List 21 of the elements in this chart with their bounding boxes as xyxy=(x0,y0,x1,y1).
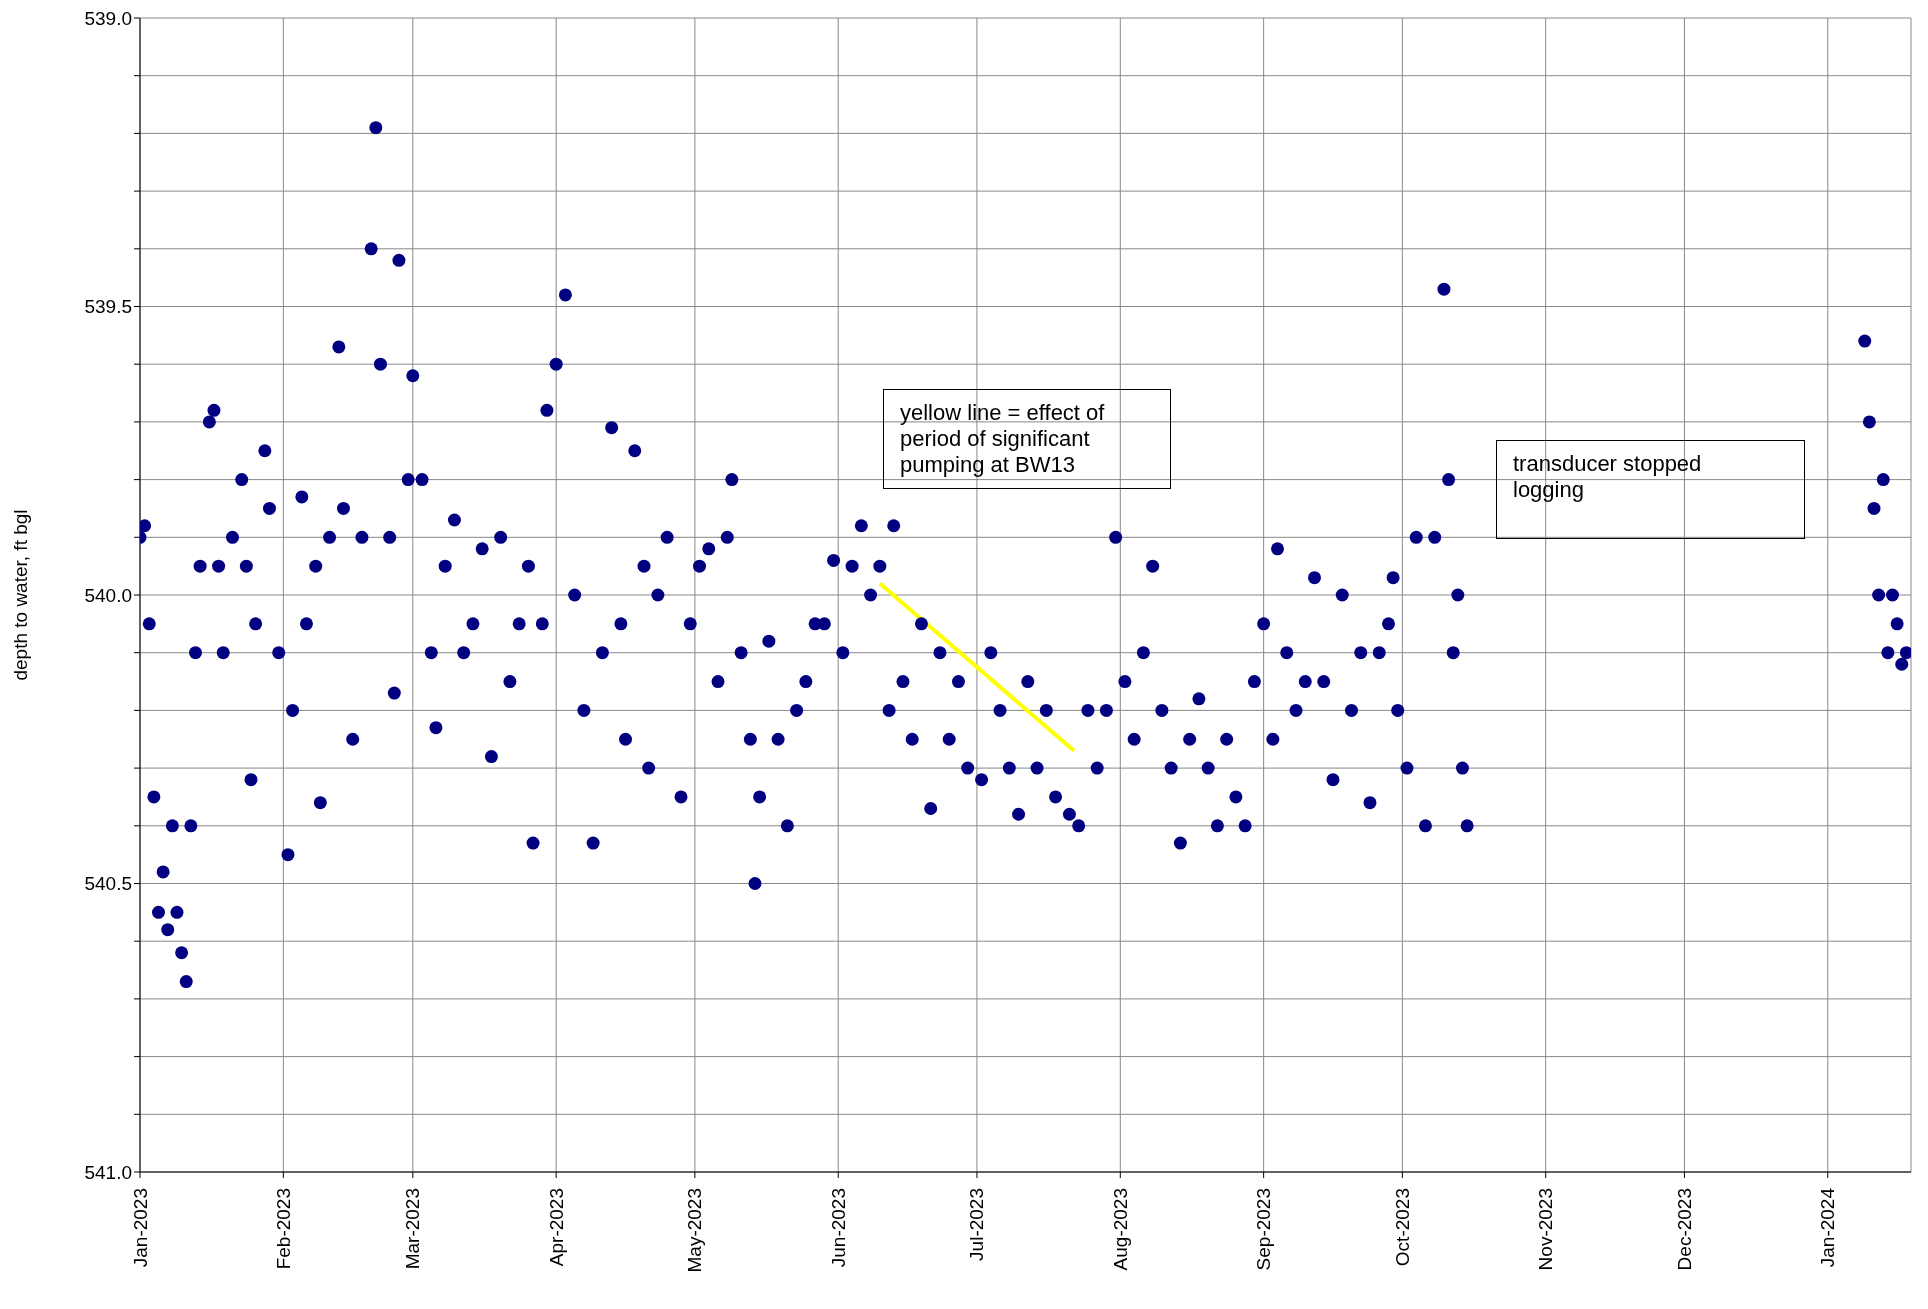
y-tick-label: 541.0 xyxy=(84,1161,132,1183)
annotation: yellow line = effect of period of significant pumping at BW13 xyxy=(883,389,1171,489)
y-tick-label: 540.0 xyxy=(84,584,132,606)
y-axis-title: depth to water, ft bgl xyxy=(9,509,31,681)
y-tick-label: 539.5 xyxy=(84,296,132,318)
x-tick-label: Jul-2023 xyxy=(966,1188,988,1261)
x-tick-label: Jan-2023 xyxy=(129,1188,151,1268)
x-tick-label: Feb-2023 xyxy=(272,1188,294,1270)
x-tick-label: Jan-2024 xyxy=(1817,1187,1839,1268)
x-tick-label: Apr-2023 xyxy=(545,1188,567,1267)
x-tick-label: Jun-2023 xyxy=(827,1188,849,1268)
x-tick-label: Mar-2023 xyxy=(402,1188,424,1270)
y-tick-label: 540.5 xyxy=(84,873,132,895)
annotation: transducer stopped logging xyxy=(1496,440,1805,539)
x-tick-label: May-2023 xyxy=(684,1188,706,1273)
x-tick-label: Aug-2023 xyxy=(1109,1188,1131,1271)
x-tick-label: Nov-2023 xyxy=(1535,1188,1557,1271)
x-tick-label: Dec-2023 xyxy=(1673,1188,1695,1271)
y-tick-label: 539.0 xyxy=(84,7,132,29)
x-tick-label: Sep-2023 xyxy=(1253,1188,1275,1271)
x-tick-label: Oct-2023 xyxy=(1391,1188,1413,1267)
